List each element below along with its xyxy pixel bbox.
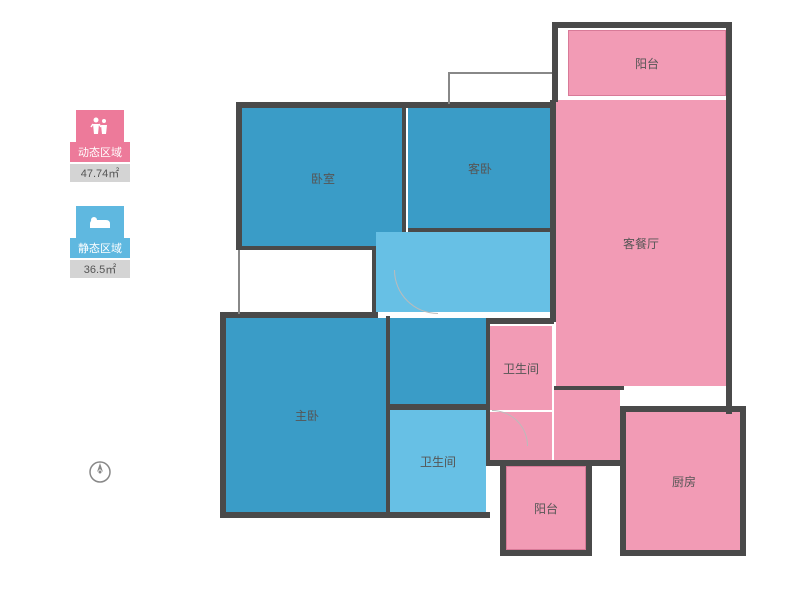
wall	[552, 22, 558, 102]
wall	[236, 102, 242, 250]
legend-static-value: 36.5㎡	[70, 260, 130, 278]
wall	[554, 386, 624, 390]
room-master-bedroom: 主卧	[226, 318, 388, 512]
room-label: 阳台	[534, 500, 558, 517]
wall	[402, 106, 406, 232]
wall	[486, 460, 626, 466]
room-label: 厨房	[672, 473, 696, 490]
wall-thin	[448, 72, 552, 74]
wall	[500, 464, 506, 554]
wall	[408, 228, 554, 232]
room-master-ext	[390, 318, 486, 406]
room-label: 卫生间	[503, 360, 539, 377]
room-bath1: 卫生间	[490, 326, 552, 410]
wall	[372, 246, 376, 316]
room-bedroom1: 卧室	[242, 108, 404, 248]
room-label: 卧室	[311, 170, 335, 187]
wall	[620, 406, 626, 554]
wall	[486, 318, 490, 464]
legend-dynamic: 动态区域 47.74㎡	[70, 110, 130, 182]
legend-dynamic-label: 动态区域	[70, 142, 130, 162]
wall	[620, 406, 746, 412]
sleep-icon	[76, 206, 124, 238]
room-label: 客卧	[468, 160, 492, 177]
wall	[236, 102, 556, 108]
wall	[486, 318, 554, 324]
room-label: 主卧	[295, 407, 319, 424]
wall	[726, 22, 732, 414]
wall	[220, 312, 226, 518]
wall	[620, 550, 746, 556]
room-small-pink	[554, 388, 620, 462]
wall	[220, 512, 490, 518]
wall-thin	[448, 72, 450, 104]
wall	[386, 316, 390, 516]
wall	[552, 22, 730, 28]
wall	[586, 464, 592, 554]
legend-static-label: 静态区域	[70, 238, 130, 258]
room-guest-bedroom: 客卧	[408, 108, 552, 228]
wall	[740, 406, 746, 556]
room-balcony-bottom: 阳台	[506, 466, 586, 550]
room-label: 客餐厅	[623, 235, 659, 252]
people-icon	[76, 110, 124, 142]
legend-panel: 动态区域 47.74㎡ 静态区域 36.5㎡	[70, 110, 130, 302]
room-label: 阳台	[635, 55, 659, 72]
floorplan: 阳台 客餐厅 卧室 客卧 主卧 卫生间 卫生间 阳台 厨房	[210, 10, 750, 590]
room-balcony-top: 阳台	[568, 30, 726, 96]
wall	[220, 312, 378, 318]
wall-thin	[238, 250, 240, 314]
wall	[550, 100, 556, 322]
wall	[386, 404, 490, 410]
wall	[500, 550, 592, 556]
room-kitchen: 厨房	[626, 412, 742, 550]
legend-static: 静态区域 36.5㎡	[70, 206, 130, 278]
wall	[240, 246, 376, 250]
room-label: 卫生间	[420, 453, 456, 470]
room-bath2: 卫生间	[390, 410, 486, 512]
legend-dynamic-value: 47.74㎡	[70, 164, 130, 182]
room-living: 客餐厅	[556, 100, 726, 386]
compass-icon	[88, 460, 112, 484]
